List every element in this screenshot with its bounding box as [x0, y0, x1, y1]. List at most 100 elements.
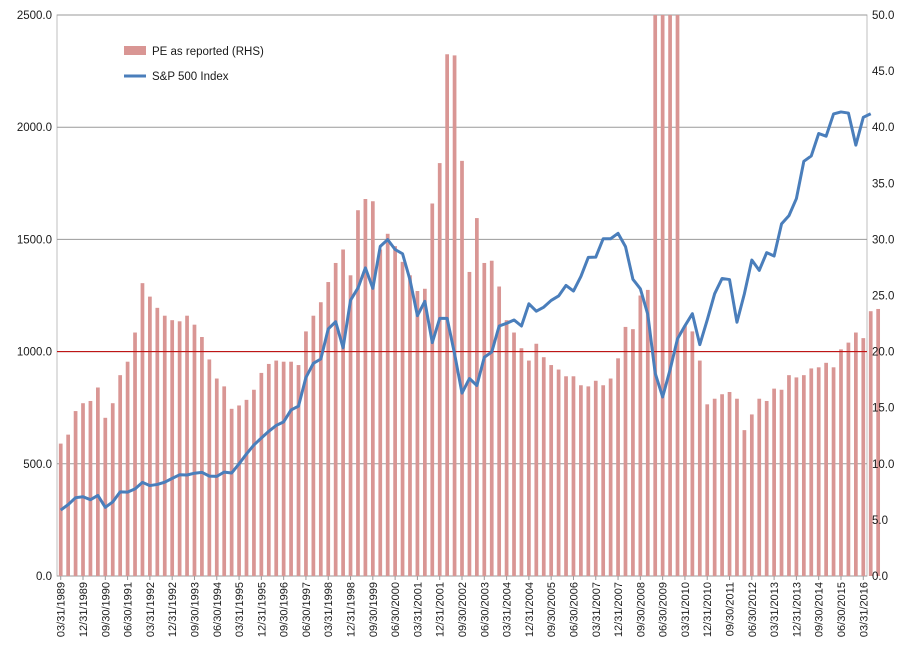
- pe-bar: [712, 398, 717, 576]
- left-axis-tick-label: 1000.0: [17, 347, 52, 359]
- right-axis-tick-label: 5.0: [872, 515, 888, 527]
- pe-bar: [385, 233, 390, 577]
- pe-bar: [430, 203, 435, 576]
- pe-bar: [527, 360, 531, 576]
- x-axis-tick-label: 12/31/1995: [256, 582, 268, 637]
- right-axis-tick-label: 40.0: [872, 122, 894, 134]
- x-axis-tick-label: 03/31/2016: [858, 582, 870, 637]
- pe-bar: [200, 337, 204, 576]
- pe-bar: [564, 376, 568, 576]
- pe-bar: [794, 377, 799, 576]
- pe-bar: [192, 324, 197, 576]
- pe-bar: [229, 408, 234, 576]
- pe-bar: [705, 404, 710, 576]
- sp500-line: [59, 110, 872, 512]
- pe-bar: [601, 385, 606, 576]
- pe-bar: [697, 360, 702, 576]
- pe-bar: [631, 329, 635, 576]
- right-axis-tick-label: 35.0: [872, 178, 894, 190]
- pe-bar: [616, 358, 620, 576]
- pe-bar: [140, 283, 145, 576]
- pe-bar: [586, 386, 591, 576]
- pe-bar: [185, 315, 189, 576]
- left-axis-tick-label: 2500.0: [17, 10, 52, 22]
- pe-bar: [326, 282, 331, 576]
- pe-bar: [207, 359, 212, 576]
- pe-bar: [683, 325, 687, 576]
- pe-bar: [497, 286, 502, 576]
- x-axis-tick-label: 12/31/2013: [791, 582, 803, 637]
- x-axis-tick-label: 03/31/2001: [412, 582, 424, 637]
- pe-bar: [846, 342, 851, 576]
- pe-bar: [237, 405, 241, 576]
- pe-bar: [333, 262, 338, 576]
- right-axis-tick-label: 30.0: [872, 234, 894, 246]
- x-axis-tick-label: 09/30/2002: [457, 582, 469, 637]
- pe-bar: [489, 260, 494, 576]
- pe-bar: [148, 296, 152, 576]
- x-axis-labels: 03/31/1989 12/31/1989 09/30/1990 06/30/1991…: [56, 576, 870, 637]
- x-axis-tick-label: 06/30/2015: [836, 582, 848, 637]
- x-axis-tick-label: 06/30/2012: [747, 582, 759, 637]
- x-axis-tick-label: 09/30/2008: [635, 582, 647, 637]
- x-axis-tick-label: 03/31/1989: [56, 582, 68, 637]
- pe-bar: [660, 15, 665, 576]
- legend-label-pe: PE as reported (RHS): [152, 46, 264, 58]
- pe-bar: [757, 398, 762, 576]
- x-axis-tick-label: 09/30/1996: [279, 582, 291, 637]
- pe-bar: [675, 15, 680, 576]
- pe-bar: [571, 376, 576, 576]
- pe-bar: [125, 361, 130, 576]
- pe-bar: [512, 332, 516, 576]
- pe-bar: [252, 389, 256, 576]
- pe-bar: [259, 372, 264, 576]
- right-axis-tick-label: 0.0: [872, 571, 888, 583]
- pe-bar: [593, 380, 598, 576]
- pe-bar: [341, 249, 345, 576]
- pe-bar: [363, 199, 368, 576]
- pe-bar: [467, 271, 472, 576]
- pe-bar: [408, 275, 412, 576]
- x-axis-tick-label: 03/31/1992: [145, 582, 157, 637]
- pe-bar: [787, 375, 791, 576]
- pe-bar: [356, 210, 360, 577]
- pe-bar: [645, 289, 650, 576]
- pe-bar: [274, 360, 279, 576]
- pe-bar: [289, 361, 293, 576]
- right-axis-tick-label: 20.0: [872, 347, 894, 359]
- pe-bar: [244, 399, 249, 576]
- left-axis-tick-label: 0.0: [36, 571, 52, 583]
- pe-bar: [861, 338, 866, 576]
- right-axis-tick-label: 50.0: [872, 10, 894, 22]
- x-axis-tick-label: 12/31/2004: [524, 582, 536, 637]
- pe-bar: [534, 343, 539, 576]
- pe-bar: [222, 386, 227, 576]
- x-axis-tick-label: 09/30/2011: [725, 582, 737, 636]
- legend: PE as reported (RHS) S&P 500 Index: [124, 46, 264, 83]
- x-axis-tick-label: 03/31/2013: [769, 582, 781, 637]
- pe-bar: [868, 311, 873, 576]
- pe-bar: [103, 417, 108, 576]
- right-axis-tick-label: 15.0: [872, 403, 894, 415]
- pe-bar: [690, 331, 695, 576]
- pe-bar: [110, 403, 115, 576]
- pe-bar: [519, 348, 524, 576]
- pe-bar: [839, 349, 843, 576]
- pe-bar: [133, 332, 137, 576]
- left-axis-tick-label: 500.0: [23, 459, 52, 471]
- pe-bar: [549, 365, 554, 576]
- right-axis-tick-label: 25.0: [872, 291, 894, 303]
- pe-bar: [638, 295, 643, 576]
- legend-label-sp500: S&P 500 Index: [152, 71, 229, 83]
- pe-bar: [779, 389, 784, 576]
- pe-bar: [772, 388, 776, 576]
- pe-bar: [96, 387, 100, 576]
- legend-swatch-pe: [124, 46, 146, 55]
- pe-bar: [876, 308, 881, 576]
- pe-bar: [266, 363, 271, 576]
- x-axis-tick-label: 12/31/1998: [346, 582, 358, 637]
- pe-bar: [437, 163, 442, 576]
- pe-bar: [742, 430, 747, 576]
- pe-bar: [608, 378, 613, 576]
- x-axis-tick-label: 06/30/2006: [568, 582, 580, 637]
